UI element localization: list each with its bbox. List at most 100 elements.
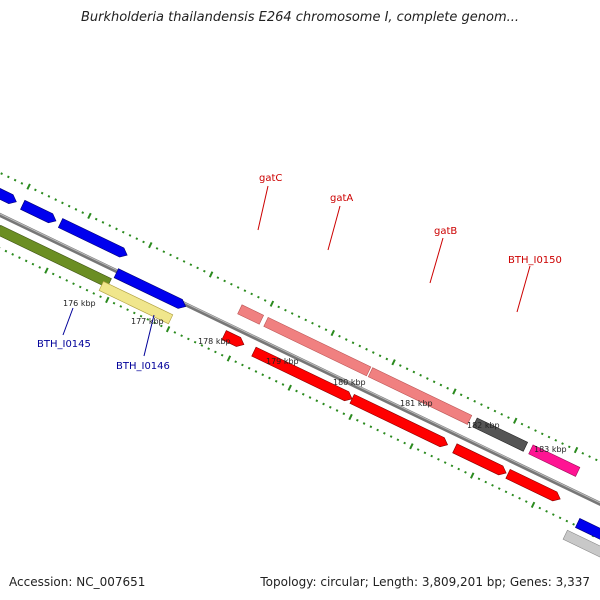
scale-labels: 176 kbp 177 kbp 178 kbp 179 kbp 180 kbp … [63,299,567,454]
gene-label-gata[interactable]: gatA [330,193,353,204]
minor-tick [290,312,294,315]
minor-tick [369,425,373,429]
minor-tick [500,412,504,416]
minor-tick [486,406,490,410]
major-tick [513,417,518,424]
minor-tick [274,379,278,383]
gene-label-gatb[interactable]: gatB [434,226,457,237]
minor-tick [558,516,562,520]
minor-tick [308,396,312,399]
gene-red-rev-1[interactable] [221,330,246,350]
minor-tick [187,337,190,341]
minor-tick [196,266,199,270]
gene-khaki-bth-i0146[interactable] [98,281,174,325]
gene-salmon-gatb[interactable] [367,367,473,425]
minor-tick [450,464,454,468]
minor-tick [538,506,542,510]
minor-tick [250,292,253,296]
minor-tick [322,402,325,406]
minor-tick [464,470,467,474]
backbone-highlight [0,196,600,527]
major-tick [348,413,353,421]
gene-blue-fwd-1[interactable] [0,175,19,206]
major-tick [409,443,414,450]
minor-tick [153,321,156,325]
gene-red-rev-2[interactable] [251,346,355,403]
minor-tick [207,347,210,351]
minor-tick [520,422,524,426]
major-tick [573,446,579,454]
minor-tick [160,324,163,328]
minor-tick [241,363,244,367]
gene-red-rev-4[interactable] [452,443,509,478]
minor-tick [193,340,197,344]
minor-tick [230,282,233,286]
major-tick [105,296,110,304]
gene-magenta-bth-i0150[interactable] [528,444,581,477]
minor-tick [443,461,447,464]
scale-label-181: 181 kbp [400,399,433,408]
minor-tick [132,311,136,315]
minor-tick [439,383,443,387]
gene-blue-fwd-2[interactable] [20,199,58,225]
minor-tick [493,409,497,413]
minor-tick [491,483,494,487]
inner-tick-row [0,246,600,539]
minor-tick [203,269,206,273]
gene-salmon-gata[interactable] [263,317,372,377]
minor-tick [524,500,528,503]
map-track-group [0,172,600,563]
backbone-line [0,195,600,530]
minor-tick [527,425,531,429]
gene-blue-fwd-3[interactable] [57,218,129,260]
minor-tick [432,380,436,384]
minor-tick [214,350,217,354]
minor-tick [317,325,321,328]
minor-tick [277,305,281,309]
minor-tick [81,211,85,214]
minor-tick [31,262,35,266]
minor-tick [304,318,308,322]
minor-tick [457,467,461,471]
gene-blue-rev-2[interactable] [575,518,600,548]
minor-tick [540,432,544,436]
gene-gray-bth-i0149[interactable] [472,417,529,452]
minor-tick [338,334,341,338]
minor-tick [0,172,3,175]
minor-tick [169,253,172,257]
minor-tick [554,438,558,442]
gene-red-rev-5[interactable] [505,468,563,503]
minor-tick [459,393,463,397]
gene-blue-rev-1[interactable] [113,268,188,311]
minor-tick [139,314,143,318]
minor-tick [565,519,569,523]
gene-red-rev-3[interactable] [349,393,450,449]
major-tick [226,355,232,362]
gene-label-bth-i0145[interactable]: BTH_I0145 [37,339,91,350]
minor-tick [216,276,220,280]
minor-tick [311,321,314,325]
minor-tick [182,260,186,263]
minor-tick [295,389,298,393]
minor-tick [426,377,429,380]
minor-tick [355,418,359,422]
minor-tick [399,364,402,367]
minor-tick [416,448,420,451]
major-tick [330,329,335,337]
minor-tick [34,188,37,192]
minor-tick [257,295,260,299]
minor-tick [572,523,575,526]
gene-silver-rev[interactable] [562,529,600,563]
gene-salmon-gatc[interactable] [237,304,265,325]
minor-tick [545,509,548,513]
minor-tick [342,412,346,416]
major-tick [452,388,457,395]
gene-label-bth-i0146[interactable]: BTH_I0146 [116,361,170,372]
minor-tick [200,344,204,347]
minor-tick [446,386,449,390]
gene-label-gatc[interactable]: gatC [259,173,282,184]
gene-label-bth-i0150[interactable]: BTH_I0150 [508,255,562,266]
minor-tick [38,266,42,269]
minor-tick [72,282,75,285]
